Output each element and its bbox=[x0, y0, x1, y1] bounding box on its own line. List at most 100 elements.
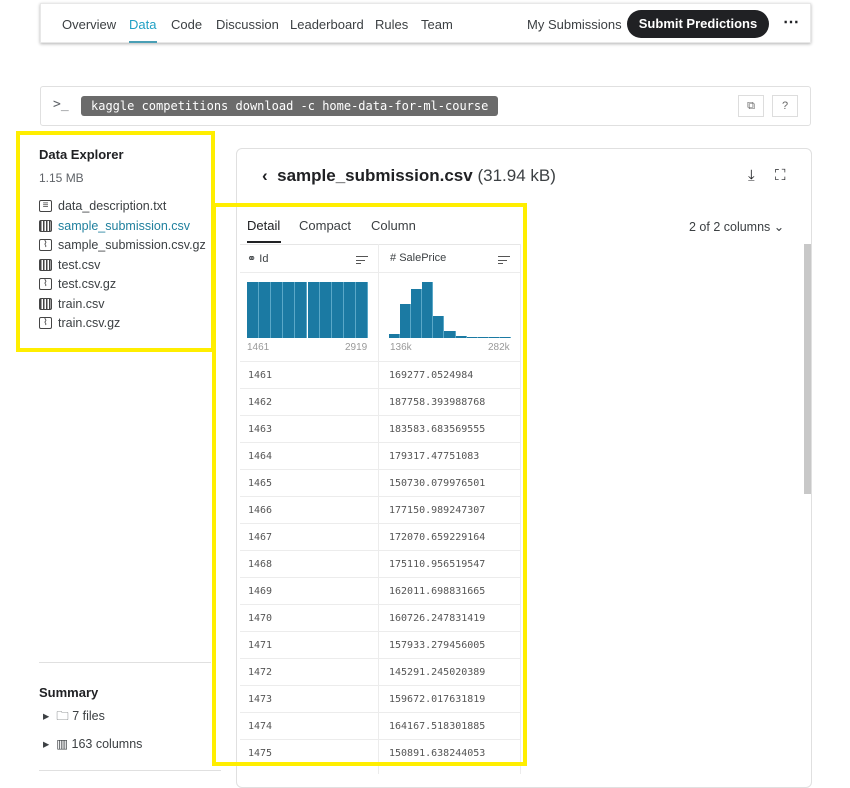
sort-icon[interactable] bbox=[356, 256, 368, 265]
id-cell: 1474 bbox=[248, 721, 273, 732]
saleprice-cell: 179317.47751083 bbox=[389, 451, 480, 462]
tab-compact[interactable]: Compact bbox=[299, 218, 352, 233]
nav-tab-team[interactable]: Team bbox=[421, 17, 453, 32]
nav-tab-discussion[interactable]: Discussion bbox=[216, 17, 279, 32]
histogram-bar bbox=[319, 282, 332, 338]
id-cell: 1473 bbox=[248, 694, 273, 705]
help-button[interactable]: ? bbox=[772, 95, 798, 117]
histogram-bar bbox=[343, 282, 356, 338]
file-item[interactable]: ⌇ sample_submission.csv.gz bbox=[39, 238, 206, 252]
id-cell: 1467 bbox=[248, 532, 273, 543]
id-cell: 1462 bbox=[248, 397, 273, 408]
id-cell: 1472 bbox=[248, 667, 273, 678]
saleprice-cell: 150891.638244053 bbox=[389, 748, 486, 759]
histogram-bar bbox=[259, 282, 272, 338]
table-row: 1471 157933.279456005 bbox=[240, 631, 520, 658]
download-icon[interactable]: ⤓ bbox=[748, 167, 755, 184]
summary-title: Summary bbox=[39, 685, 99, 700]
file-item[interactable]: train.csv bbox=[39, 297, 105, 311]
saleprice-cell: 150730.079976501 bbox=[389, 478, 486, 489]
saleprice-cell: 157933.279456005 bbox=[389, 640, 486, 651]
nav-tab-leaderboard[interactable]: Leaderboard bbox=[290, 17, 364, 32]
nav-tab-data[interactable]: Data bbox=[129, 17, 157, 32]
sort-icon[interactable] bbox=[498, 256, 510, 265]
table-row: 1465 150730.079976501 bbox=[240, 469, 520, 496]
data-grid bbox=[240, 244, 520, 774]
histogram-bar bbox=[433, 315, 445, 338]
saleprice-cell: 164167.518301885 bbox=[389, 721, 486, 732]
summary-columns[interactable]: ▸ ▥ 163 columns bbox=[43, 737, 143, 751]
nav-tab-code[interactable]: Code bbox=[171, 17, 203, 32]
table-row: 1466 177150.989247307 bbox=[240, 496, 520, 523]
file-name: test.csv bbox=[58, 257, 101, 272]
file-item[interactable]: sample_submission.csv bbox=[39, 219, 190, 233]
summary-files[interactable]: ▸ 🗀 7 files bbox=[43, 709, 105, 723]
saleprice-cell: 175110.956519547 bbox=[389, 559, 486, 570]
histogram-bar bbox=[477, 337, 489, 338]
divider bbox=[240, 272, 520, 273]
table-icon bbox=[39, 297, 52, 310]
histogram-bar bbox=[271, 282, 284, 338]
id-min-label: 1461 bbox=[247, 342, 270, 353]
histogram-bar bbox=[355, 282, 368, 338]
table-row: 1468 175110.956519547 bbox=[240, 550, 520, 577]
table-icon: ▥ bbox=[56, 737, 69, 751]
saleprice-cell: 162011.698831665 bbox=[389, 586, 486, 597]
file-name: test.csv.gz bbox=[58, 277, 117, 291]
scrollbar[interactable] bbox=[804, 244, 811, 494]
api-command-bar: >_ kaggle competitions download -c home-… bbox=[40, 86, 811, 126]
competition-nav: Overview Data Code Discussion Leaderboard Rul… bbox=[40, 3, 811, 43]
table-row: 1464 179317.47751083 bbox=[240, 442, 520, 469]
id-cell: 1475 bbox=[248, 748, 273, 759]
archive-icon: ⌇ bbox=[39, 239, 52, 251]
file-item[interactable]: ≡ data_description.txt bbox=[39, 199, 166, 213]
file-item[interactable]: ⌇ train.csv.gz bbox=[39, 316, 120, 330]
saleprice-cell: 172070.659229164 bbox=[389, 532, 486, 543]
file-name: train.csv bbox=[58, 296, 105, 311]
back-icon[interactable]: ‹ bbox=[262, 166, 268, 185]
more-options-icon[interactable]: ⋯ bbox=[783, 14, 799, 31]
saleprice-cell: 183583.683569555 bbox=[389, 424, 486, 435]
histogram-bar bbox=[283, 282, 296, 338]
copy-icon[interactable]: ⧉ bbox=[738, 95, 764, 117]
table-row: 1474 164167.518301885 bbox=[240, 712, 520, 739]
file-item[interactable]: test.csv bbox=[39, 258, 100, 272]
histogram-bar bbox=[411, 288, 423, 338]
id-cell: 1468 bbox=[248, 559, 273, 570]
table-row: 1472 145291.245020389 bbox=[240, 658, 520, 685]
tab-column[interactable]: Column bbox=[371, 218, 416, 233]
histogram-bar bbox=[488, 337, 500, 338]
table-row: 1461 169277.0524984 bbox=[240, 361, 520, 388]
id-cell: 1470 bbox=[248, 613, 273, 624]
file-item[interactable]: ⌇ test.csv.gz bbox=[39, 277, 116, 291]
saleprice-min-label: 136k bbox=[390, 342, 412, 353]
columns-selector[interactable]: 2 of 2 columns ⌄ bbox=[689, 220, 785, 234]
divider bbox=[39, 662, 211, 663]
active-tab-indicator bbox=[247, 241, 281, 243]
key-icon: ⚭ bbox=[247, 253, 257, 265]
table-row: 1475 150891.638244053 bbox=[240, 739, 520, 766]
saleprice-max-label: 282k bbox=[488, 342, 510, 353]
column-header-id[interactable]: ⚭ Id bbox=[247, 253, 269, 265]
divider bbox=[39, 770, 221, 771]
nav-tab-overview[interactable]: Overview bbox=[62, 17, 117, 32]
histogram-bar bbox=[499, 337, 511, 338]
table-row: 1469 162011.698831665 bbox=[240, 577, 520, 604]
submit-predictions-button[interactable]: Submit Predictions bbox=[627, 10, 769, 38]
id-cell: 1465 bbox=[248, 478, 273, 489]
numeric-icon: # bbox=[390, 252, 397, 264]
saleprice-cell: 145291.245020389 bbox=[389, 667, 486, 678]
my-submissions-link[interactable]: My Submissions bbox=[527, 17, 622, 32]
archive-icon: ⌇ bbox=[39, 278, 52, 290]
column-header-saleprice[interactable]: # SalePrice bbox=[390, 252, 447, 264]
data-size: 1.15 MB bbox=[39, 171, 84, 185]
api-command[interactable]: kaggle competitions download -c home-dat… bbox=[81, 96, 499, 116]
nav-tab-rules[interactable]: Rules bbox=[375, 17, 409, 32]
fullscreen-icon[interactable]: ⛶ bbox=[775, 167, 786, 184]
histogram-bar bbox=[422, 282, 434, 338]
tab-detail[interactable]: Detail bbox=[247, 218, 281, 233]
id-cell: 1463 bbox=[248, 424, 273, 435]
table-row: 1473 159672.017631819 bbox=[240, 685, 520, 712]
table-icon bbox=[39, 258, 52, 271]
data-explorer-title: Data Explorer bbox=[39, 147, 124, 162]
